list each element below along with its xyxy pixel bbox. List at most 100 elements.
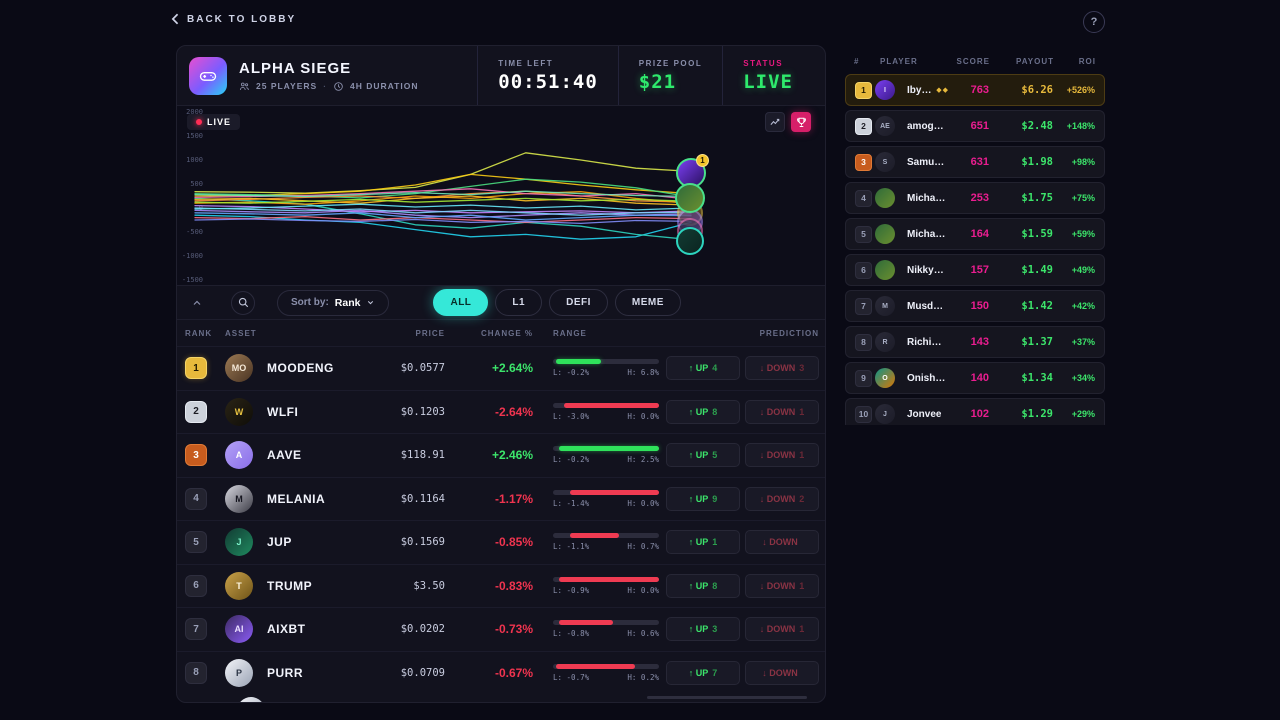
range-high: H: 6.8% xyxy=(627,368,659,378)
range-low: L: -0.2% xyxy=(553,455,590,465)
collapse-chart-button[interactable] xyxy=(185,291,209,315)
chevron-up-icon xyxy=(193,300,201,305)
leaderboard-row[interactable]: 9 O Onishawizzy 140 $1.34 +34% xyxy=(845,362,1105,394)
duration: 4H DURATION xyxy=(350,81,419,91)
status-label: STATUS xyxy=(743,58,784,68)
predict-up-button[interactable]: ↑ UP 5 xyxy=(666,443,740,468)
player-name: Musdafatk xyxy=(907,300,946,312)
asset-change-percent: +2.64% xyxy=(491,361,533,376)
col-prediction: PREDICTION xyxy=(759,328,819,338)
range-low: L: -3.0% xyxy=(553,411,590,421)
leader-rank-badge: 1 xyxy=(696,154,709,167)
chart-player-avatar[interactable] xyxy=(676,227,704,255)
leaderboard-row[interactable]: 2 AE amoge eze 651 $2.48 +148% xyxy=(845,110,1105,142)
player-name: Jonvee xyxy=(907,408,942,420)
player-rank-badge: 3 xyxy=(855,153,872,171)
asset-avatar: T xyxy=(225,571,253,600)
predict-up-button[interactable]: ↑ UP 3 xyxy=(666,617,740,642)
prediction-buttons: ↑ UP 4 ↓ DOWN 3 xyxy=(665,356,819,381)
asset-avatar: P xyxy=(225,658,253,687)
prediction-buttons: ↑ UP 9 ↓ DOWN 2 xyxy=(665,486,819,511)
tab-defi[interactable]: DEFI xyxy=(549,289,608,316)
rank-badge: 1 xyxy=(185,357,207,380)
help-icon[interactable]: ? xyxy=(1083,11,1105,33)
player-name: amoge eze xyxy=(907,120,946,132)
range-labels: L: -0.9% H: 0.0% xyxy=(553,586,659,595)
range-low: L: -0.2% xyxy=(553,368,590,378)
player-payout: $1.29 xyxy=(1021,408,1053,420)
leaderboard-row[interactable]: 10 J Jonvee 102 $1.29 +29% xyxy=(845,398,1105,425)
chart-view-button[interactable] xyxy=(765,112,785,132)
leaderboard-row[interactable]: 4 Michadenu... 253 $1.75 +75% xyxy=(845,182,1105,214)
predict-down-button[interactable]: ↓ DOWN 1 xyxy=(745,573,819,598)
predict-up-button[interactable]: ↑ UP 8 xyxy=(666,399,740,424)
chart-line xyxy=(194,207,692,216)
predict-down-button[interactable]: ↓ DOWN 3 xyxy=(745,356,819,381)
players-count: 25 PLAYERS xyxy=(256,81,318,91)
live-dot-icon xyxy=(196,119,202,125)
player-score: 140 xyxy=(970,372,989,384)
range-high: H: 0.0% xyxy=(627,498,659,508)
predict-down-button[interactable]: ↓ DOWN 2 xyxy=(745,486,819,511)
predict-up-button[interactable]: ↑ UP 9 xyxy=(666,486,740,511)
asset-name: WLFI xyxy=(267,404,299,419)
back-chevron-icon xyxy=(171,13,179,25)
predict-down-button[interactable]: ↓ DOWN 1 xyxy=(745,399,819,424)
asset-price: $0.1569 xyxy=(400,536,445,549)
player-name: Nikkymercy xyxy=(907,264,946,276)
range-bar xyxy=(553,402,659,408)
sort-dropdown[interactable]: Sort by: Rank xyxy=(277,289,390,316)
range-labels: L: -0.7% H: 0.2% xyxy=(553,673,659,682)
leaderboard-row[interactable]: 1 I Ibytex ◆◆ 763 $6.26 +526% xyxy=(845,74,1105,106)
player-name: Michadenu... xyxy=(907,228,946,240)
predict-down-button[interactable]: ↓ DOWN xyxy=(745,530,819,555)
chart-line xyxy=(194,203,692,211)
rank-badge: 2 xyxy=(185,400,207,423)
leaderboard-row[interactable]: 5 Michadenu... 164 $1.59 +59% xyxy=(845,218,1105,250)
asset-range: L: -0.9% H: 0.0% xyxy=(553,576,659,595)
back-to-lobby-button[interactable]: BACK TO LOBBY xyxy=(170,13,296,25)
asset-name: AAVE xyxy=(267,448,302,463)
rank-badge: 8 xyxy=(185,661,207,684)
table-row: 7 AI AIXBT $0.0202 -0.73% L: -0.8% H: 0.6… xyxy=(177,607,825,651)
filter-bar: Sort by: Rank ALL L1 DEFI MEME xyxy=(177,286,825,320)
tab-l1[interactable]: L1 xyxy=(495,289,543,316)
tab-meme[interactable]: MEME xyxy=(614,289,681,316)
predict-up-button[interactable]: ↑ UP 7 xyxy=(666,660,740,685)
tab-all[interactable]: ALL xyxy=(433,289,489,316)
rank-badge: 7 xyxy=(185,618,207,641)
asset-price: $3.50 xyxy=(413,579,445,592)
predict-up-button[interactable]: ↑ UP 4 xyxy=(666,356,740,381)
leaderboard-row[interactable]: 3 S Samuraly 631 $1.98 +98% xyxy=(845,146,1105,178)
player-flair-icon: ◆◆ xyxy=(936,87,949,94)
predict-down-button[interactable]: ↓ DOWN 1 xyxy=(745,443,819,468)
player-score: 102 xyxy=(970,408,989,420)
predict-up-button[interactable]: ↑ UP 1 xyxy=(666,530,740,555)
chart-player-avatar[interactable] xyxy=(675,183,705,213)
predict-up-button[interactable]: ↑ UP 8 xyxy=(666,573,740,598)
player-roi: +49% xyxy=(1071,265,1095,275)
predict-down-button[interactable]: ↓ DOWN xyxy=(745,660,819,685)
horizontal-scrollbar[interactable] xyxy=(647,696,807,699)
player-score: 253 xyxy=(970,192,989,204)
predict-down-button[interactable]: ↓ DOWN 1 xyxy=(745,617,819,642)
player-payout: $1.75 xyxy=(1021,192,1053,204)
range-bar xyxy=(553,620,659,626)
player-avatar: S xyxy=(875,152,895,172)
range-bar xyxy=(553,359,659,365)
asset-avatar: A xyxy=(225,441,253,470)
asset-avatar: AI xyxy=(225,615,253,644)
leaderboard-row[interactable]: 7 M Musdafatk 150 $1.42 +42% xyxy=(845,290,1105,322)
range-high: H: 0.6% xyxy=(627,629,659,639)
prize-pool-label: PRIZE POOL xyxy=(638,58,703,68)
asset-name: JUP xyxy=(267,535,292,550)
rank-badge: 6 xyxy=(185,574,207,597)
search-button[interactable] xyxy=(231,290,255,315)
leaderboard-row[interactable]: 6 Nikkymercy 157 $1.49 +49% xyxy=(845,254,1105,286)
player-payout: $1.98 xyxy=(1021,156,1053,168)
asset-name: AIXBT xyxy=(267,622,306,637)
leaderboard-row[interactable]: 8 R Richie_Ivey 143 $1.37 +37% xyxy=(845,326,1105,358)
leaderboard-view-button[interactable] xyxy=(791,112,811,132)
player-roi: +29% xyxy=(1071,409,1095,419)
player-score: 631 xyxy=(970,156,989,168)
